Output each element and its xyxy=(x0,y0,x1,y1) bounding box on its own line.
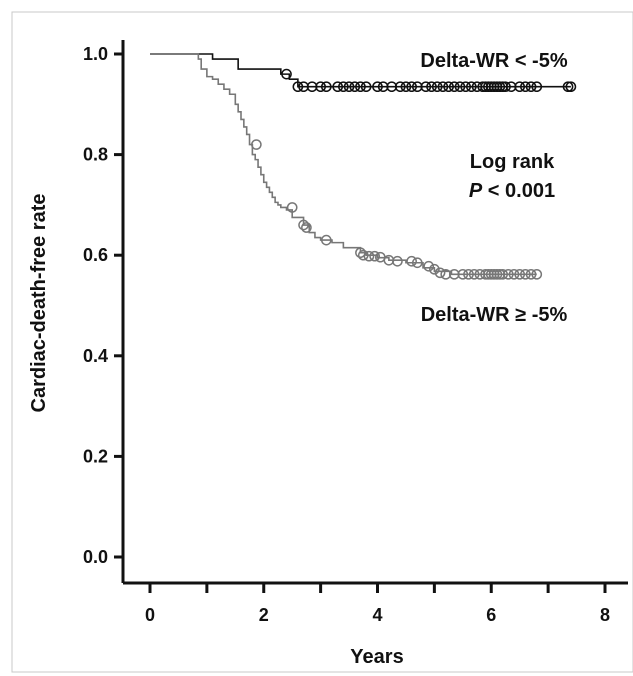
censor-mark xyxy=(363,250,375,262)
p-value: < 0.001 xyxy=(482,180,555,202)
log-rank-label: Log rank xyxy=(470,151,555,173)
y-tick-label: 1.0 xyxy=(83,44,108,64)
censor-mark xyxy=(349,81,361,93)
censor-mark xyxy=(251,139,262,150)
censor-mark xyxy=(406,255,417,267)
censor-mark xyxy=(355,81,366,93)
censor-mark xyxy=(301,222,312,233)
x-tick-label: 2 xyxy=(259,605,269,625)
censor-mark xyxy=(502,268,514,280)
censor-mark xyxy=(429,263,440,275)
censor-mark xyxy=(338,81,349,93)
p-symbol: P xyxy=(469,180,483,202)
censor-mark xyxy=(392,255,403,267)
series-1 xyxy=(150,53,577,93)
censor-mark xyxy=(431,81,443,93)
censor-mark xyxy=(565,81,577,93)
x-axis-title: Years xyxy=(350,646,403,668)
censor-mark xyxy=(514,268,526,280)
censor-mark xyxy=(520,268,531,280)
censor-mark xyxy=(460,81,472,93)
censor-mark xyxy=(369,250,381,262)
censor-mark xyxy=(320,234,332,246)
x-tick-label: 4 xyxy=(372,605,382,625)
censor-mark xyxy=(465,81,477,93)
censor-mark xyxy=(320,81,332,93)
censor-mark xyxy=(400,81,412,93)
censor-mark xyxy=(343,81,355,93)
p-value-label: P < 0.001 xyxy=(469,180,555,202)
y-tick-label: 0.2 xyxy=(83,446,108,466)
y-tick-label: 0.0 xyxy=(83,547,108,567)
y-axis-title: Cardiac-death-free rate xyxy=(28,194,50,413)
y-tick-label: 0.6 xyxy=(83,245,108,265)
y-tick-label: 0.8 xyxy=(83,145,108,165)
censor-mark xyxy=(434,267,446,279)
censor-mark xyxy=(463,268,474,280)
censor-mark xyxy=(423,260,435,272)
censor-mark xyxy=(525,81,537,93)
censor-mark xyxy=(437,81,449,93)
censor-mark xyxy=(562,81,574,93)
survival-curve xyxy=(150,53,537,276)
censor-mark xyxy=(426,81,437,93)
censor-mark xyxy=(286,202,298,213)
x-tick-label: 0 xyxy=(145,605,155,625)
censor-mark xyxy=(531,268,543,280)
censor-mark xyxy=(292,81,304,93)
censor-mark xyxy=(315,81,326,93)
censor-mark xyxy=(443,81,454,93)
censor-mark xyxy=(468,268,480,280)
censor-mark xyxy=(454,81,466,93)
lower-group-label: Delta-WR ≥ -5% xyxy=(421,304,568,326)
censor-mark xyxy=(448,81,460,93)
censor-mark xyxy=(298,219,309,231)
censor-mark xyxy=(406,81,417,93)
x-tick-label: 6 xyxy=(486,605,496,625)
censor-mark xyxy=(360,81,372,93)
censor-mark xyxy=(494,81,506,93)
x-tick-label: 8 xyxy=(600,605,610,625)
figure-frame xyxy=(11,11,633,673)
censor-mark xyxy=(520,81,531,93)
survival-curve xyxy=(150,53,571,88)
censor-mark xyxy=(497,268,508,280)
censor-mark xyxy=(357,249,369,261)
censor-mark xyxy=(514,81,526,93)
censor-mark xyxy=(394,81,406,93)
x-ticks: 0 2 4 6 8 xyxy=(145,583,610,625)
series-2 xyxy=(150,53,543,280)
censor-mark xyxy=(372,81,383,93)
censor-mark xyxy=(525,268,537,280)
censor-mark xyxy=(332,81,344,93)
censor-mark xyxy=(457,268,469,280)
censor-mark xyxy=(420,81,432,93)
upper-group-label: Delta-WR < -5% xyxy=(420,50,567,72)
censor-mark xyxy=(500,81,511,93)
censor-mark xyxy=(281,68,292,80)
censor-mark xyxy=(531,81,543,93)
y-ticks: 0.0 0.2 0.4 0.6 0.8 1.0 xyxy=(83,44,123,567)
censor-mark xyxy=(411,257,423,269)
y-tick-label: 0.4 xyxy=(83,346,108,366)
censor-mark xyxy=(491,268,503,280)
series-layer xyxy=(150,53,577,280)
censor-mark xyxy=(508,268,520,280)
